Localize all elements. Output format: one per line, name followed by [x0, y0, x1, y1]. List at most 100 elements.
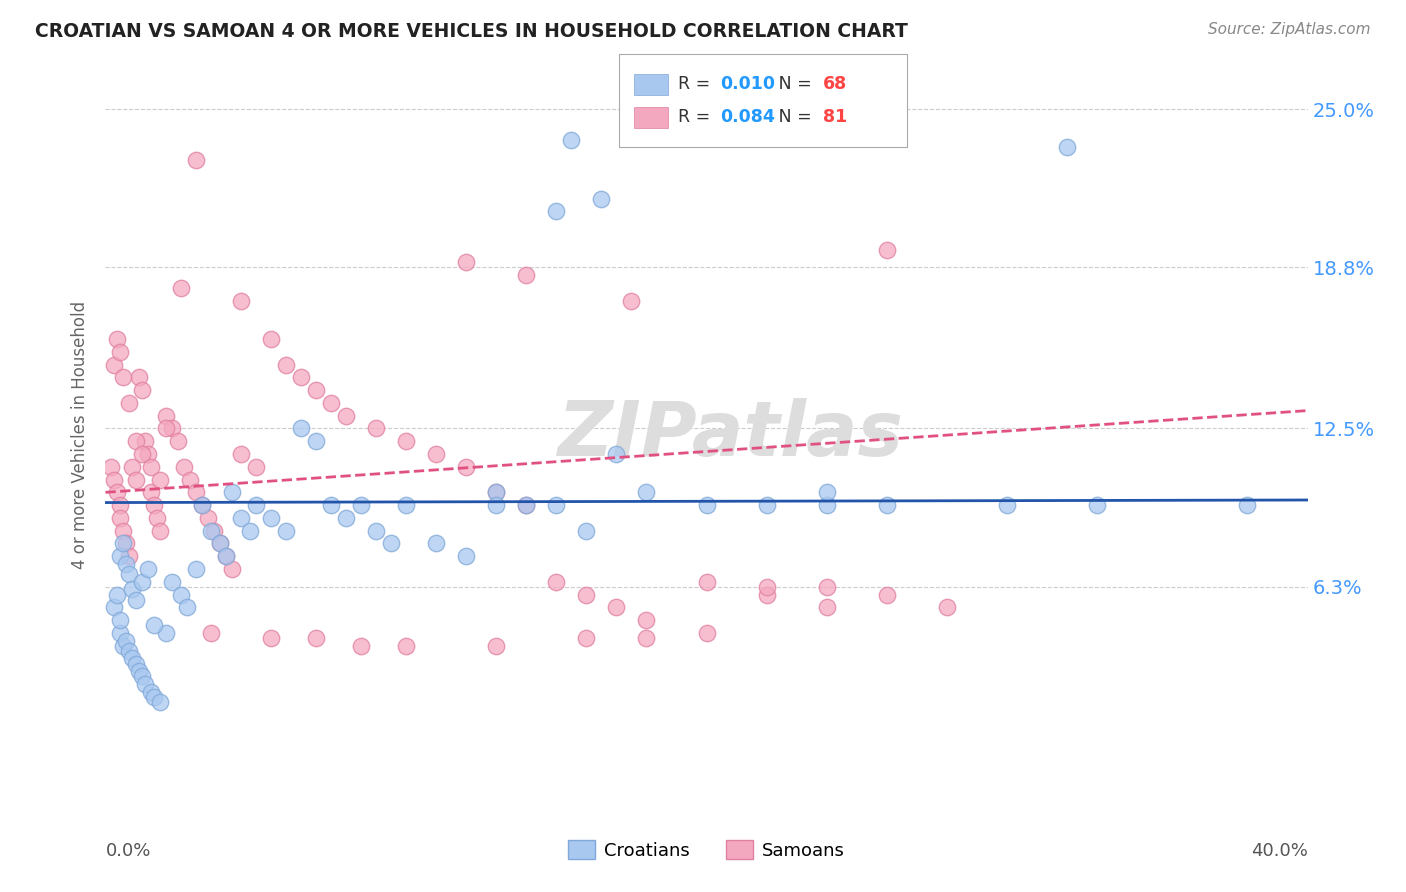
Point: [169, 281, 191, 295]
Point: [274, 524, 297, 538]
Point: [425, 447, 447, 461]
Text: 68: 68: [823, 75, 846, 93]
Point: [350, 639, 373, 653]
Point: [319, 396, 342, 410]
Point: [184, 562, 207, 576]
Point: [229, 447, 252, 461]
Point: [142, 498, 165, 512]
Point: [112, 639, 135, 653]
Point: [142, 618, 165, 632]
Point: [815, 498, 838, 512]
Point: [815, 600, 838, 615]
Point: [124, 592, 146, 607]
Point: [221, 562, 243, 576]
Point: [546, 574, 568, 589]
Point: [169, 588, 191, 602]
Point: [755, 498, 778, 512]
Point: [290, 370, 312, 384]
Point: [305, 383, 328, 397]
Point: [110, 613, 132, 627]
Point: [319, 498, 342, 512]
Point: [1085, 498, 1108, 512]
Point: [335, 409, 357, 423]
Point: [815, 580, 838, 594]
Point: [124, 434, 146, 449]
Point: [575, 524, 598, 538]
Point: [121, 651, 143, 665]
Point: [395, 639, 418, 653]
Point: [176, 600, 198, 615]
Point: [605, 600, 627, 615]
Point: [515, 268, 537, 282]
Point: [160, 421, 183, 435]
Text: 0.010: 0.010: [720, 75, 775, 93]
Point: [112, 524, 135, 538]
Point: [131, 447, 153, 461]
Point: [107, 332, 129, 346]
Point: [456, 459, 478, 474]
Point: [110, 344, 132, 359]
Point: [184, 153, 207, 168]
Point: [148, 524, 170, 538]
Point: [245, 498, 267, 512]
Point: [128, 664, 150, 678]
Point: [260, 631, 283, 645]
Point: [103, 358, 125, 372]
Point: [229, 293, 252, 308]
Point: [395, 498, 418, 512]
Point: [200, 524, 222, 538]
Point: [124, 657, 146, 671]
Point: [112, 536, 135, 550]
Point: [110, 511, 132, 525]
Point: [515, 498, 537, 512]
Text: CROATIAN VS SAMOAN 4 OR MORE VEHICLES IN HOUSEHOLD CORRELATION CHART: CROATIAN VS SAMOAN 4 OR MORE VEHICLES IN…: [35, 22, 908, 41]
Point: [260, 511, 283, 525]
Point: [110, 625, 132, 640]
Point: [128, 370, 150, 384]
Point: [546, 498, 568, 512]
Point: [515, 498, 537, 512]
Point: [335, 511, 357, 525]
Point: [636, 613, 658, 627]
Point: [155, 409, 177, 423]
Point: [636, 485, 658, 500]
Point: [364, 421, 387, 435]
Point: [190, 498, 212, 512]
Point: [591, 192, 613, 206]
Text: ZIPatlas: ZIPatlas: [558, 398, 904, 472]
Point: [239, 524, 262, 538]
Point: [620, 293, 643, 308]
Point: [131, 669, 153, 683]
Point: [876, 498, 898, 512]
Point: [115, 633, 138, 648]
Text: 40.0%: 40.0%: [1251, 842, 1308, 861]
Point: [605, 447, 627, 461]
Point: [876, 588, 898, 602]
Text: 0.0%: 0.0%: [105, 842, 150, 861]
Point: [110, 549, 132, 564]
Point: [696, 498, 718, 512]
Point: [115, 557, 138, 571]
Point: [208, 536, 231, 550]
Point: [202, 524, 225, 538]
Point: [145, 511, 167, 525]
Legend: Croatians, Samoans: Croatians, Samoans: [561, 833, 852, 867]
Point: [575, 631, 598, 645]
Point: [134, 434, 156, 449]
Point: [815, 485, 838, 500]
Point: [260, 332, 283, 346]
Point: [103, 600, 125, 615]
Point: [124, 473, 146, 487]
Text: R =: R =: [678, 75, 716, 93]
Point: [134, 677, 156, 691]
Point: [214, 549, 236, 564]
Point: [1236, 498, 1258, 512]
Point: [221, 485, 243, 500]
Point: [200, 625, 222, 640]
Point: [485, 485, 508, 500]
Point: [184, 485, 207, 500]
Point: [208, 536, 231, 550]
Point: [305, 631, 328, 645]
Point: [131, 383, 153, 397]
Text: N =: N =: [762, 108, 817, 126]
